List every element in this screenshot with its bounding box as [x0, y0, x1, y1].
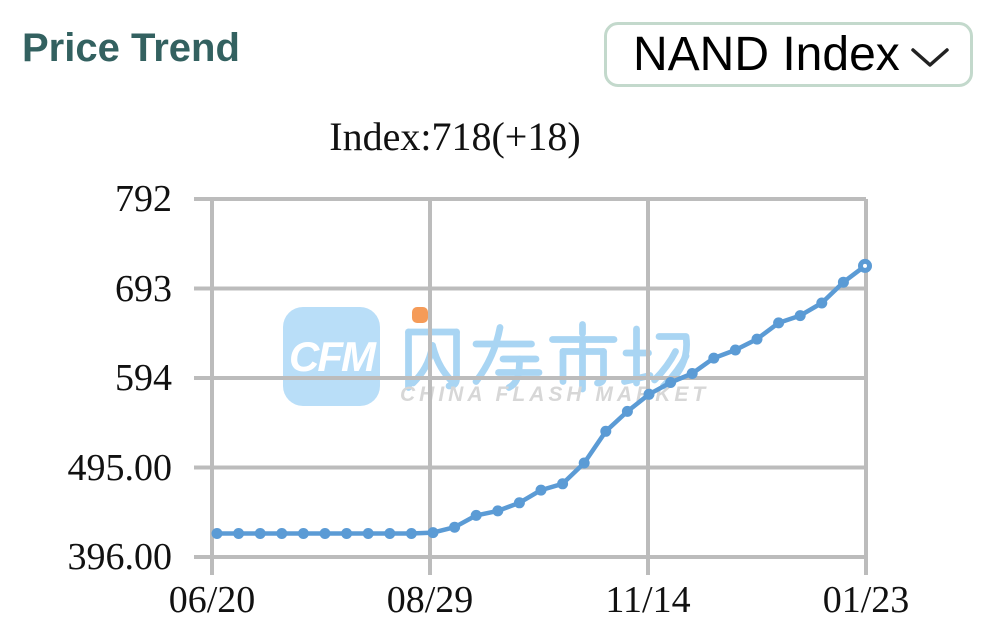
- data-point: [405, 528, 417, 539]
- y-axis-tick-label: 792: [115, 178, 172, 220]
- x-axis-tick-label: 01/23: [822, 579, 910, 621]
- data-point: [254, 528, 266, 539]
- data-point: [665, 377, 677, 388]
- y-axis-tick-label: 693: [115, 267, 172, 310]
- data-point: [233, 528, 245, 539]
- data-point: [557, 478, 569, 490]
- data-point: [643, 388, 655, 400]
- data-point: [708, 352, 720, 364]
- index-select-dropdown[interactable]: NAND Index: [604, 22, 973, 87]
- data-point: [535, 484, 547, 496]
- data-point: [341, 528, 353, 539]
- data-point: [837, 276, 849, 288]
- data-point: [297, 528, 309, 539]
- data-point: [578, 457, 590, 469]
- data-point: [621, 405, 633, 417]
- data-point: [816, 297, 828, 309]
- data-point: [513, 497, 525, 509]
- data-point: [211, 528, 223, 539]
- data-point: [362, 528, 374, 539]
- data-point: [427, 527, 439, 539]
- x-axis-tick-label: 11/14: [605, 579, 691, 621]
- data-point: [686, 368, 698, 379]
- data-point: [470, 509, 482, 521]
- dropdown-value: NAND Index: [633, 27, 900, 81]
- y-axis-tick-label: 396.00: [67, 536, 173, 578]
- page-title: Price Trend: [22, 26, 240, 70]
- data-point: [600, 425, 612, 437]
- y-axis-tick-label: 495.00: [67, 446, 173, 489]
- cfm-logo-badge: CFM: [283, 307, 380, 406]
- watermark-subtext: CHINA FLASH MARKET: [400, 383, 710, 406]
- data-point: [751, 333, 763, 345]
- data-point: [384, 528, 396, 539]
- data-point: [319, 528, 331, 539]
- data-point-center: [863, 263, 867, 268]
- chevron-down-icon: [911, 48, 949, 67]
- data-point: [492, 505, 504, 517]
- data-point: [449, 521, 461, 533]
- data-point: [729, 344, 741, 356]
- data-point: [773, 317, 785, 329]
- data-point: [276, 528, 288, 539]
- x-axis-tick-label: 08/29: [386, 579, 474, 621]
- watermark-accent-dot: [412, 307, 428, 323]
- x-axis-tick-label: 06/20: [168, 579, 256, 621]
- y-axis-tick-label: 594: [115, 357, 172, 399]
- chart-title: Index:718(+18): [329, 114, 581, 159]
- data-point: [794, 310, 806, 322]
- cfm-logo-text: CFM: [289, 332, 376, 380]
